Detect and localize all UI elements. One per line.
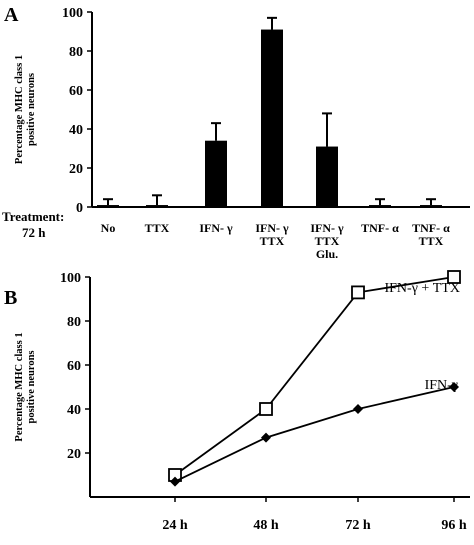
panel-b-y-tick-label: 80 — [67, 315, 81, 330]
data-point-diamond — [449, 382, 459, 392]
treatment-label: Treatment: — [2, 209, 64, 224]
panel-b-series-labels: IFN-γ + TTX IFN-γ — [384, 281, 460, 393]
panel-b-y-tick-label: 100 — [60, 271, 81, 286]
panel-b-x-tick-label: 48 h — [253, 518, 279, 533]
panel-b-y-tick-label: 20 — [67, 447, 81, 462]
series-line — [174, 386, 455, 483]
data-point-square — [447, 270, 461, 284]
panel-a-bars — [97, 16, 442, 207]
panel-a-y-tick-label: 60 — [69, 84, 83, 99]
panel-a-y-ticks: 0 20 40 60 80 100 — [62, 6, 92, 216]
bar — [146, 205, 168, 207]
panel-a-y-axis-label-line: Percentage MHC class 1 — [14, 55, 25, 164]
panel-a-category-label: IFN- γ — [255, 221, 289, 235]
series-label-ifn-ttx: IFN-γ + TTX — [384, 281, 460, 296]
panel-a-category-label: TNF- α — [361, 221, 399, 235]
panel-a-category-label: Glu. — [316, 247, 338, 261]
treatment-duration: 72 h — [22, 225, 46, 240]
bar — [205, 140, 227, 207]
bar — [261, 29, 283, 207]
data-point-square — [351, 285, 365, 300]
panel-b-x-tick-label: 96 h — [441, 518, 467, 533]
panel-a-y-axis-label: Percentage MHC class 1 positive neurons — [14, 55, 37, 164]
panel-b-y-tick-label: 60 — [67, 359, 81, 374]
panel-a-category-label: IFN- γ — [310, 221, 344, 235]
panel-a-letter: A — [4, 4, 19, 26]
bar — [369, 205, 391, 207]
data-point-diamond — [353, 404, 363, 414]
panel-b-y-axis-label-line: Percentage MHC class 1 — [14, 332, 25, 441]
series-line — [174, 276, 455, 476]
panel-b-x-tick-label: 72 h — [345, 518, 371, 533]
panel-a-y-axis-label-line: positive neurons — [26, 73, 37, 146]
bar — [97, 205, 119, 207]
series-label-ifn: IFN-γ — [425, 378, 458, 393]
data-point-diamond — [261, 432, 271, 443]
panel-b-letter: B — [4, 287, 17, 309]
bar — [420, 205, 442, 207]
panel-a-y-tick-label: 100 — [62, 6, 83, 21]
panel-a-category-label: IFN- γ — [199, 221, 233, 235]
data-point-diamond — [170, 476, 180, 487]
panel-b-series — [168, 270, 461, 487]
panel-b-x-tick-labels: 24 h 48 h 72 h 96 h — [162, 497, 467, 533]
panel-a-category-label: No — [101, 221, 116, 235]
panel-b-line-chart: B Percentage MHC class 1 positive neurons… — [4, 270, 470, 533]
data-point-square — [259, 402, 273, 416]
panel-a-y-tick-label: 40 — [69, 123, 83, 138]
panel-b-y-axis-label: Percentage MHC class 1 positive neurons — [14, 332, 37, 441]
panel-a-category-label: TTX — [260, 234, 285, 248]
panel-a-bar-chart: A Percentage MHC class 1 positive neurons… — [2, 4, 470, 261]
panel-a-category-label: TTX — [145, 221, 170, 235]
panel-a-y-tick-label: 80 — [69, 45, 83, 60]
panel-a-category-label: TTX — [419, 234, 444, 248]
panel-a-y-tick-label: 0 — [76, 201, 83, 216]
panel-b-x-tick-label: 24 h — [162, 518, 188, 533]
panel-a-y-tick-label: 20 — [69, 162, 83, 177]
panel-a-category-label: TTX — [315, 234, 340, 248]
panel-a-category-label: TNF- α — [412, 221, 450, 235]
panel-b-y-tick-label: 40 — [67, 403, 81, 418]
panel-b-y-axis-label-line: positive neurons — [26, 350, 37, 423]
panel-b-axes — [89, 277, 470, 498]
panel-b-y-ticks: 20 40 60 80 100 — [60, 271, 90, 462]
bar — [316, 146, 338, 207]
